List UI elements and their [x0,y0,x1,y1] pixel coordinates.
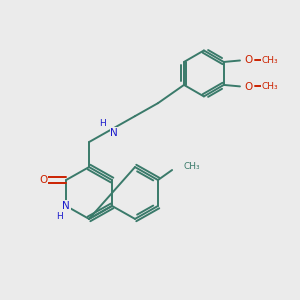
Text: O: O [245,82,253,92]
Text: CH₃: CH₃ [262,56,279,65]
Text: O: O [39,175,47,185]
Text: O: O [245,55,253,65]
Text: H: H [56,212,63,221]
Text: H: H [99,119,106,128]
Text: N: N [110,128,118,138]
Text: CH₃: CH₃ [262,82,279,91]
Text: CH₃: CH₃ [184,162,200,171]
Text: N: N [62,201,70,211]
